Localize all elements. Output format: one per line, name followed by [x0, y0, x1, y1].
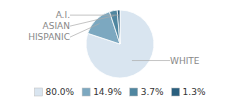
- leader-line: [132, 60, 170, 61]
- legend-label: 3.7%: [141, 87, 164, 97]
- legend-swatch: [172, 88, 180, 96]
- legend-swatch: [130, 88, 138, 96]
- leader-line: [70, 15, 119, 16]
- slice-label: HISPANIC: [28, 32, 70, 42]
- slice-label: A.I.: [56, 10, 70, 20]
- legend-label: 14.9%: [93, 87, 122, 97]
- legend-label: 80.0%: [46, 87, 75, 97]
- chart: A.I.ASIANHISPANIC WHITE 80.0% 14.9% 3.7% 1.3%: [0, 0, 240, 100]
- legend-label: 1.3%: [183, 87, 206, 97]
- legend-swatch: [82, 88, 90, 96]
- leader-line: [70, 16, 114, 26]
- leader-line: [70, 24, 100, 38]
- labels: A.I.ASIANHISPANIC WHITE: [28, 10, 200, 65]
- slice-label: WHITE: [170, 56, 200, 66]
- legend-swatch: [35, 88, 43, 96]
- legend: 80.0% 14.9% 3.7% 1.3%: [35, 87, 206, 97]
- slice-label: ASIAN: [43, 21, 70, 31]
